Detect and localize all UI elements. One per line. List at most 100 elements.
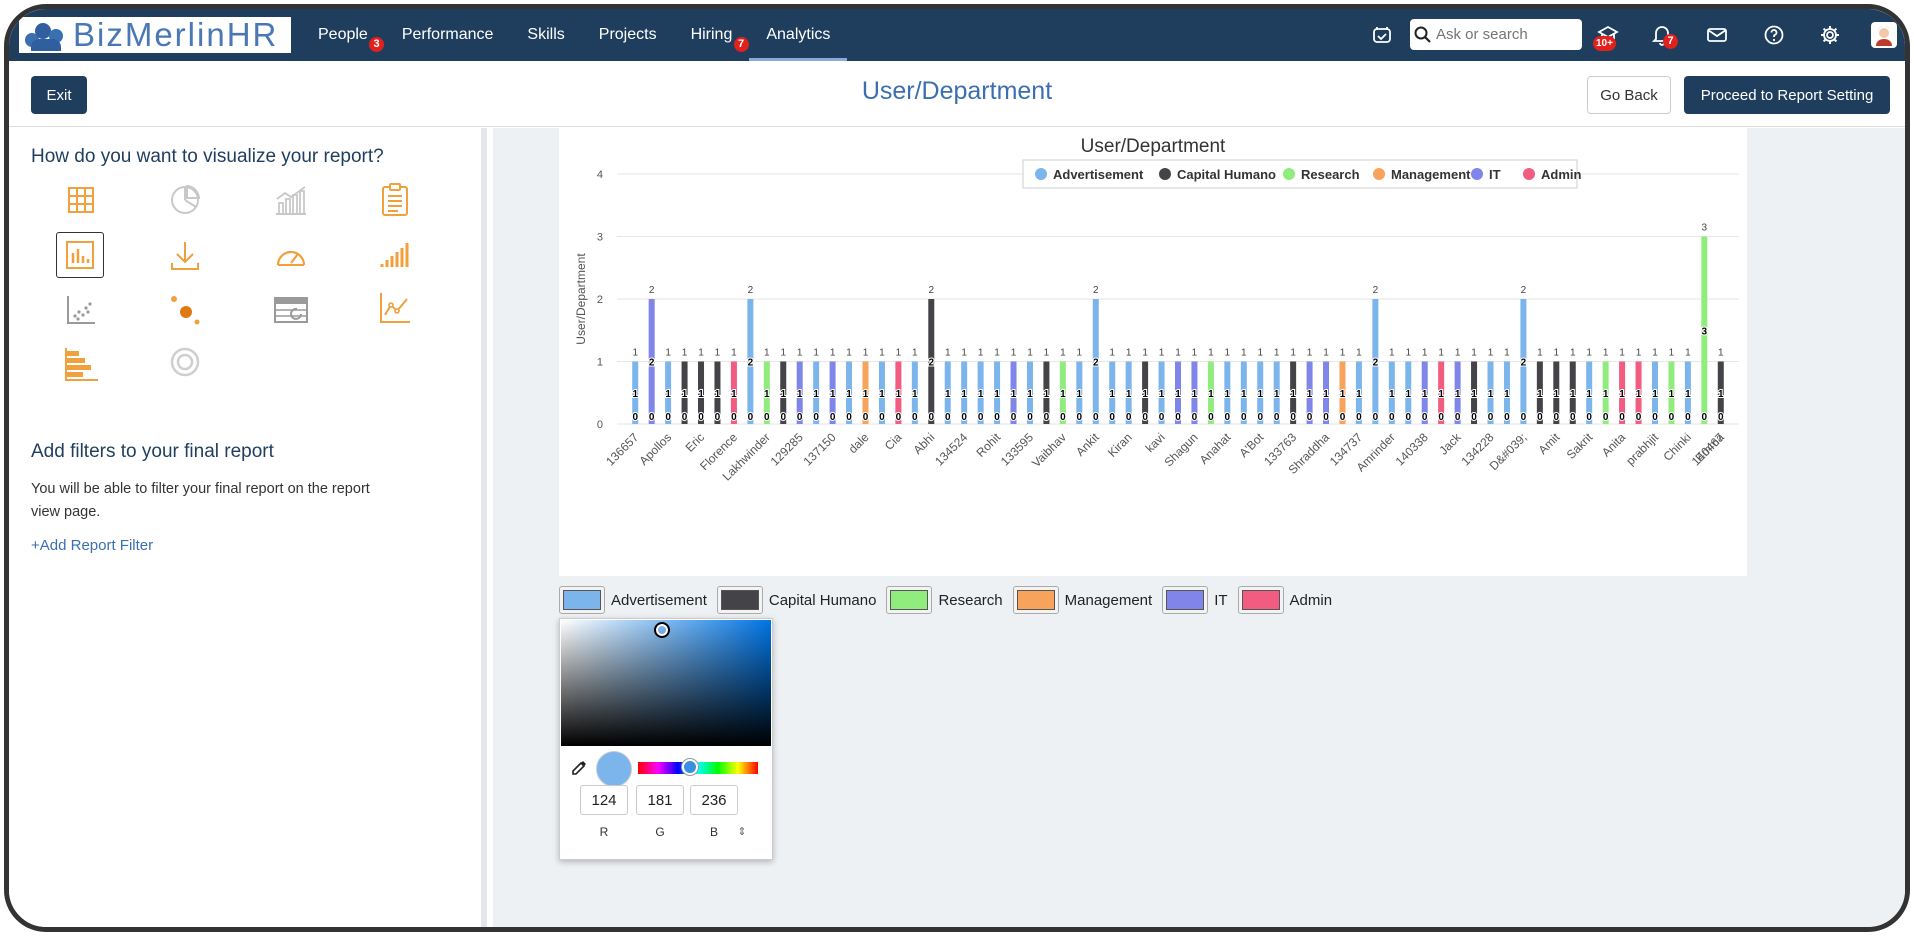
- bell-icon[interactable]: 7: [1649, 22, 1678, 49]
- scatter-icon[interactable]: [59, 288, 103, 332]
- bar-value-label: 2: [929, 358, 935, 369]
- bar-zero-label: 0: [1669, 412, 1675, 423]
- go-back-button[interactable]: Go Back: [1587, 76, 1671, 114]
- color-swatch-button[interactable]: [886, 586, 933, 614]
- bar-zero-label: 0: [649, 412, 655, 423]
- bubble-icon[interactable]: [163, 288, 207, 332]
- bar-total-label: 1: [1570, 348, 1576, 359]
- logo[interactable]: BizMerlinHR: [19, 16, 291, 53]
- combo-chart-icon[interactable]: [269, 178, 313, 222]
- bar-total-label: 1: [945, 348, 951, 359]
- ascending-bars-icon[interactable]: [373, 232, 417, 276]
- bar: [648, 299, 655, 424]
- horizontal-bar-icon[interactable]: [59, 342, 103, 386]
- color-picker[interactable]: R G B ⇕: [559, 618, 773, 860]
- proceed-button[interactable]: Proceed to Report Setting: [1684, 76, 1890, 114]
- bar-zero-label: 0: [1438, 412, 1444, 423]
- calendar-check-icon[interactable]: [1369, 22, 1395, 48]
- global-search[interactable]: [1410, 19, 1582, 50]
- color-swatch-button[interactable]: [716, 586, 763, 614]
- viz-type-grid: [56, 178, 419, 418]
- nav-projects[interactable]: Projects: [582, 9, 674, 61]
- series-color-item[interactable]: Admin: [1237, 586, 1332, 614]
- pivot-table-icon[interactable]: [269, 288, 313, 332]
- bar-total-label: 1: [1241, 348, 1247, 359]
- blue-value-field[interactable]: [690, 785, 738, 815]
- bar-zero-label: 0: [994, 412, 1000, 423]
- bar: [1619, 361, 1626, 424]
- bar-total-label: 1: [1257, 348, 1263, 359]
- bar-value-label: 1: [879, 389, 885, 400]
- bar-total-label: 1: [912, 348, 918, 359]
- report-icon[interactable]: [373, 178, 417, 222]
- filters-heading: Add filters to your final report: [31, 441, 274, 462]
- bar-value-label: 2: [1093, 358, 1099, 369]
- help-icon[interactable]: [1761, 22, 1787, 48]
- eyedropper-icon[interactable]: [570, 759, 588, 777]
- red-value-field[interactable]: [580, 785, 628, 815]
- announcement-icon[interactable]: 10+: [1593, 22, 1621, 51]
- nav-performance[interactable]: Performance: [385, 9, 511, 61]
- bar-value-label: 1: [1159, 389, 1165, 400]
- bar-total-label: 1: [1274, 348, 1280, 359]
- bar-value-label: 1: [797, 389, 803, 400]
- bar-zero-label: 0: [1093, 412, 1099, 423]
- color-swatch-button[interactable]: [1012, 586, 1059, 614]
- series-color-item[interactable]: Capital Humano: [716, 586, 876, 614]
- color-swatch-button[interactable]: [1162, 586, 1209, 614]
- bar-chart-icon[interactable]: [56, 232, 104, 278]
- color-swatch-button[interactable]: [559, 586, 605, 614]
- bar-zero-label: 0: [1307, 412, 1313, 423]
- bar-zero-label: 0: [1389, 412, 1395, 423]
- bar-zero-label: 0: [1290, 412, 1296, 423]
- gauge-icon[interactable]: [269, 234, 313, 278]
- mail-icon[interactable]: [1704, 22, 1730, 48]
- bar-zero-label: 0: [665, 412, 671, 423]
- nav-analytics[interactable]: Analytics: [749, 9, 848, 61]
- bar-total-label: 1: [1586, 348, 1592, 359]
- saturation-knob[interactable]: [654, 622, 670, 638]
- bar-zero-label: 0: [1208, 412, 1214, 423]
- color-swatch-button[interactable]: [1237, 586, 1284, 614]
- bar-total-label: 1: [896, 348, 902, 359]
- people-badge: 3: [369, 37, 384, 52]
- series-color-label: Research: [938, 591, 1003, 609]
- gear-icon[interactable]: [1817, 22, 1843, 48]
- exit-button[interactable]: Exit: [31, 76, 87, 114]
- pie-chart-icon[interactable]: [163, 178, 207, 222]
- nav-hiring[interactable]: Hiring 7: [674, 9, 750, 61]
- donut-icon[interactable]: [163, 340, 207, 384]
- add-report-filter-link[interactable]: +Add Report Filter: [31, 537, 154, 554]
- saturation-area[interactable]: [561, 620, 771, 746]
- nav-people[interactable]: People 3: [301, 9, 385, 61]
- filters-description: You will be able to filter your final re…: [31, 481, 370, 520]
- hue-slider[interactable]: [638, 759, 758, 775]
- bar-value-label: 1: [682, 389, 688, 400]
- logo-text: BizMerlinHR: [73, 16, 279, 53]
- color-mode-toggle[interactable]: ⇕: [737, 826, 747, 838]
- bar-total-label: 1: [1340, 348, 1346, 359]
- series-color-item[interactable]: Research: [886, 586, 1003, 614]
- bar: [1701, 236, 1708, 424]
- bar-zero-label: 0: [1488, 412, 1494, 423]
- nav-skills[interactable]: Skills: [510, 9, 581, 61]
- bar-value-label: 2: [1521, 358, 1527, 369]
- series-color-item[interactable]: Advertisement: [559, 586, 707, 614]
- bar: [780, 361, 787, 424]
- series-color-item[interactable]: Management: [1012, 586, 1152, 614]
- green-value-field[interactable]: [636, 785, 684, 815]
- user-avatar[interactable]: [1871, 22, 1897, 48]
- bar-total-label: 2: [1093, 285, 1099, 296]
- bar-value-label: 1: [912, 389, 918, 400]
- download-icon[interactable]: [163, 234, 207, 278]
- bar-zero-label: 0: [1274, 412, 1280, 423]
- legend-label: Advertisement: [1053, 167, 1144, 182]
- line-chart-icon[interactable]: [373, 286, 417, 330]
- bar-zero-label: 0: [1422, 412, 1428, 423]
- bar: [1059, 361, 1066, 424]
- table-icon[interactable]: [59, 178, 103, 222]
- search-input[interactable]: [1436, 26, 1576, 43]
- bar-zero-label: 0: [1225, 412, 1231, 423]
- hue-slider-knob[interactable]: [682, 759, 698, 775]
- series-color-item[interactable]: IT: [1162, 586, 1228, 614]
